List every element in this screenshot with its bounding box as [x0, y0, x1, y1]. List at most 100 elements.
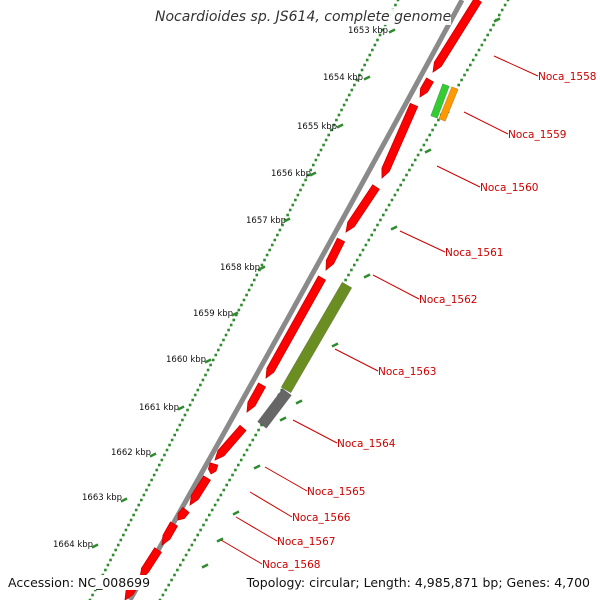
gene-label: Noca_1559 [508, 129, 566, 141]
tick-dot [209, 363, 212, 367]
cds-arrow [246, 382, 267, 413]
tick-dot [337, 113, 341, 117]
kbp-tick [149, 452, 157, 458]
tick-dot [114, 548, 117, 552]
map-title: Nocardioides sp. JS614, complete genome [155, 9, 452, 25]
tick-dot [129, 518, 133, 522]
tick-dot [322, 143, 325, 147]
tick-dot [469, 63, 472, 67]
tick-dash [424, 148, 432, 154]
outer-tick-ring [88, 0, 400, 600]
tick-dot [181, 558, 185, 562]
cds-arrow [139, 547, 162, 579]
tick-dot [134, 508, 138, 512]
tick-dot [229, 323, 233, 327]
tick-dot [342, 103, 346, 107]
tick-dot [408, 168, 411, 172]
callout-line [372, 274, 420, 300]
tick-dot [161, 593, 165, 597]
tick-dot [91, 593, 94, 597]
tick-dot [419, 148, 423, 152]
tick-dot [350, 88, 354, 92]
tick-dot [340, 108, 343, 112]
tick-dot [344, 278, 347, 282]
tick-dot [317, 153, 320, 157]
tick-dot [219, 493, 223, 497]
tick-dot [422, 143, 426, 147]
tick-dot [416, 153, 420, 157]
tick-dot [187, 548, 191, 552]
tick-dot [434, 123, 437, 127]
kbp-label: 1656 kbp [271, 169, 311, 179]
tick-dot [231, 473, 234, 477]
tick-dot [500, 8, 504, 12]
tick-dot [104, 568, 107, 572]
tick-dot [163, 453, 166, 457]
tick-dot [245, 293, 248, 297]
tick-dot [355, 78, 359, 82]
olive-feature-bar [280, 281, 353, 394]
callout-line [249, 491, 293, 518]
tick-dot [132, 513, 135, 517]
tick-dot [222, 338, 225, 342]
tick-dot [383, 23, 387, 27]
tick-dot [188, 403, 192, 407]
gene-label: Noca_1558 [538, 71, 596, 83]
tick-dot [480, 43, 484, 47]
cds-arrow [265, 275, 327, 379]
tick-dot [273, 238, 277, 242]
tick-dot [122, 533, 125, 537]
cds-arrow [189, 475, 211, 506]
tick-dot [281, 223, 284, 227]
tick-dot [286, 213, 289, 217]
tick-dot [206, 368, 210, 372]
green-feature-bar [430, 83, 450, 119]
tick-dot [413, 158, 417, 162]
tick-dot [402, 178, 405, 182]
tick-dot [184, 553, 188, 557]
callout-line [493, 55, 539, 77]
kbp-label: 1657 kbp [246, 216, 286, 226]
tick-dot [376, 223, 379, 227]
kbp-label: 1653 kbp [348, 26, 388, 36]
tick-dot [147, 483, 151, 487]
kbp-scale: 1653 kbp 1654 kbp 1655 kbp 1656 kbp 1657 kbp… [53, 26, 396, 550]
kbp-label: 1658 kbp [220, 263, 260, 273]
gene-track [124, 0, 482, 600]
kbp-tick [388, 28, 396, 34]
tick-dot [376, 38, 379, 42]
kbp-tick [204, 358, 212, 364]
tick-dot [199, 528, 202, 532]
tick-dot [106, 563, 110, 567]
tick-dot [506, 0, 510, 2]
tick-dot [486, 33, 489, 37]
tick-dot [208, 513, 211, 517]
kbp-tick [231, 311, 239, 317]
tick-dot [294, 198, 297, 202]
cds-arrow [177, 506, 190, 521]
tick-dot [202, 523, 205, 527]
tick-dot [270, 243, 274, 247]
kbp-label: 1664 kbp [53, 540, 93, 550]
tick-dot [237, 308, 241, 312]
tick-dot [384, 208, 388, 212]
tick-dot [225, 483, 228, 487]
tick-dot [213, 503, 217, 507]
tick-dot [186, 408, 189, 412]
tick-dot [155, 468, 159, 472]
tick-dot [152, 473, 156, 477]
gene-label: Noca_1565 [307, 486, 365, 498]
tick-dot [164, 588, 168, 592]
tick-dot [240, 303, 243, 307]
tick-dot [111, 553, 115, 557]
tick-dot [234, 468, 237, 472]
tick-dot [304, 178, 307, 182]
callout-line [220, 539, 263, 565]
tick-dot [379, 218, 382, 222]
tick-dot [142, 493, 146, 497]
tick-dot [217, 348, 220, 352]
tick-dot [260, 423, 263, 427]
gene-label: Noca_1562 [419, 294, 477, 306]
tick-dot [190, 543, 194, 547]
